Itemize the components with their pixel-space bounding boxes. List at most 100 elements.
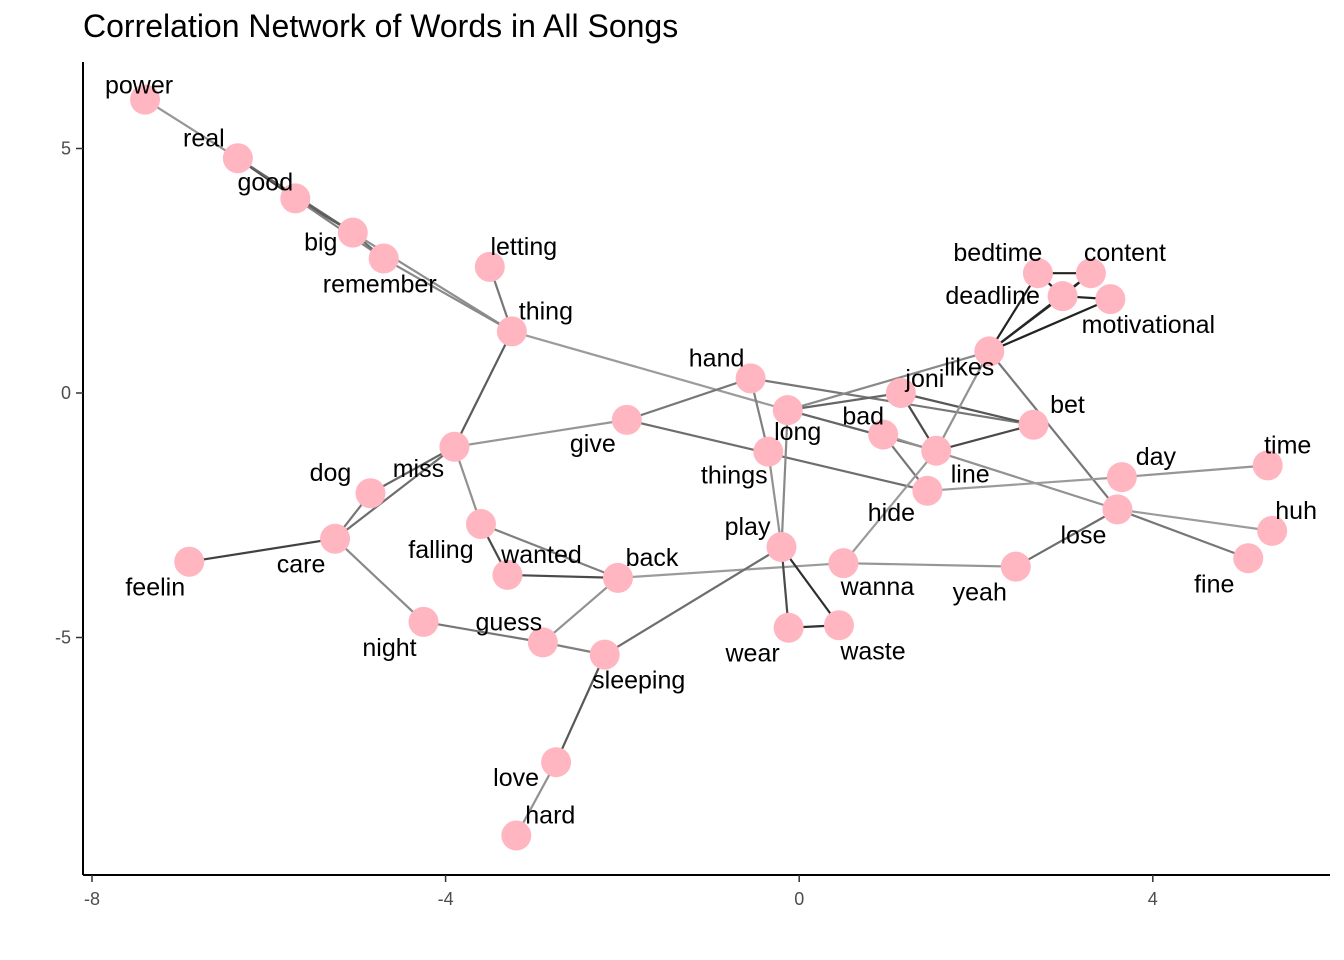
node-play <box>766 532 797 563</box>
node-label-night: night <box>362 634 416 662</box>
node-label-falling: falling <box>408 536 473 564</box>
node-deadline <box>1047 281 1078 312</box>
node-sleeping <box>589 639 620 670</box>
edge-hide-day <box>927 476 1122 492</box>
edge-miss-give <box>454 418 627 448</box>
node-label-good: good <box>238 168 294 196</box>
node-care <box>320 523 351 554</box>
edge-care-feelin <box>189 537 336 563</box>
edge-remember-thing <box>383 257 513 333</box>
node-dog <box>355 478 386 509</box>
node-miss <box>439 431 470 462</box>
node-falling <box>465 509 496 540</box>
edge-yeah-wanna <box>843 562 1016 568</box>
node-day <box>1106 462 1137 493</box>
node-letting <box>474 251 505 282</box>
edge-sleeping-love <box>555 654 606 763</box>
node-fine <box>1233 543 1264 574</box>
edge-likes-bedtime <box>988 272 1039 353</box>
node-line <box>921 435 952 466</box>
node-hand <box>735 363 766 394</box>
node-label-line: line <box>951 461 990 489</box>
node-big <box>337 217 368 248</box>
node-back <box>602 562 633 593</box>
node-power <box>130 84 161 115</box>
edge-long-likes <box>787 350 990 412</box>
edge-care-night <box>334 537 425 623</box>
edge-miss-care <box>334 445 456 540</box>
node-label-wanted: wanted <box>500 541 582 569</box>
edge-long-joni <box>787 391 902 412</box>
node-label-give: give <box>570 430 616 458</box>
x-tick-label--4: -4 <box>438 889 454 909</box>
edge-line-bet <box>935 423 1034 452</box>
node-label-wanna: wanna <box>840 573 915 601</box>
node-bet <box>1018 409 1049 440</box>
node-label-joni: joni <box>904 365 944 393</box>
node-label-hide: hide <box>868 499 915 527</box>
edge-things-play <box>767 451 783 548</box>
node-wanna <box>828 548 859 579</box>
node-remember <box>368 243 399 274</box>
node-label-guess: guess <box>475 608 542 636</box>
node-label-dog: dog <box>310 459 352 487</box>
node-label-likes: likes <box>944 353 994 381</box>
edge-play-waste <box>780 546 840 626</box>
edge-night-guess <box>423 620 544 644</box>
node-label-remember: remember <box>323 271 437 299</box>
x-tick-label--8: -8 <box>84 889 100 909</box>
edge-sleeping-play <box>604 546 783 656</box>
node-label-waste: waste <box>839 637 905 665</box>
node-night <box>408 606 439 637</box>
node-joni <box>885 378 916 408</box>
node-love <box>541 747 572 778</box>
node-label-things: things <box>701 462 768 490</box>
node-label-wear: wear <box>724 640 779 668</box>
node-motivational <box>1095 284 1126 315</box>
node-label-lose: lose <box>1061 521 1107 549</box>
edge-falling-back <box>480 523 619 579</box>
node-feelin <box>174 546 205 577</box>
node-label-hard: hard <box>525 802 575 830</box>
node-label-sleeping: sleeping <box>592 667 685 695</box>
node-label-deadline: deadline <box>945 282 1040 310</box>
node-label-feelin: feelin <box>125 574 185 602</box>
edge-lose-yeah <box>1015 508 1118 568</box>
node-long <box>772 395 803 426</box>
label-layer: power real good big remember letting thing hand… <box>105 72 1317 830</box>
edge-thing-miss <box>453 330 513 448</box>
node-likes <box>974 336 1005 367</box>
node-things <box>753 436 784 467</box>
node-label-care: care <box>277 551 326 579</box>
node-label-bedtime: bedtime <box>953 239 1042 267</box>
node-bedtime <box>1022 258 1053 289</box>
node-label-fine: fine <box>1194 570 1234 598</box>
node-hard <box>501 820 532 851</box>
edge-back-guess <box>542 577 619 644</box>
node-label-bad: bad <box>842 403 884 431</box>
node-give <box>611 404 642 435</box>
node-real <box>222 143 253 174</box>
node-huh <box>1257 515 1288 546</box>
edge-back-wanna <box>617 562 844 579</box>
x-tick-label-0: 0 <box>794 889 804 909</box>
node-good <box>280 183 311 214</box>
edge-day-time <box>1121 464 1268 479</box>
node-lose <box>1102 494 1133 525</box>
node-label-letting: letting <box>490 233 557 261</box>
edge-line-likes <box>935 350 991 452</box>
node-label-long: long <box>774 418 821 446</box>
node-time <box>1252 450 1283 481</box>
edge-wanted-back <box>507 573 619 579</box>
node-hide <box>912 475 943 506</box>
edge-wanna-line <box>842 450 938 564</box>
node-label-hand: hand <box>689 344 745 372</box>
node-wear <box>773 612 804 643</box>
node-label-love: love <box>493 764 539 792</box>
edge-miss-dog <box>369 445 455 495</box>
node-label-huh: huh <box>1275 497 1317 525</box>
node-label-time: time <box>1264 431 1311 459</box>
node-label-yeah: yeah <box>953 579 1007 607</box>
node-label-content: content <box>1084 239 1166 267</box>
